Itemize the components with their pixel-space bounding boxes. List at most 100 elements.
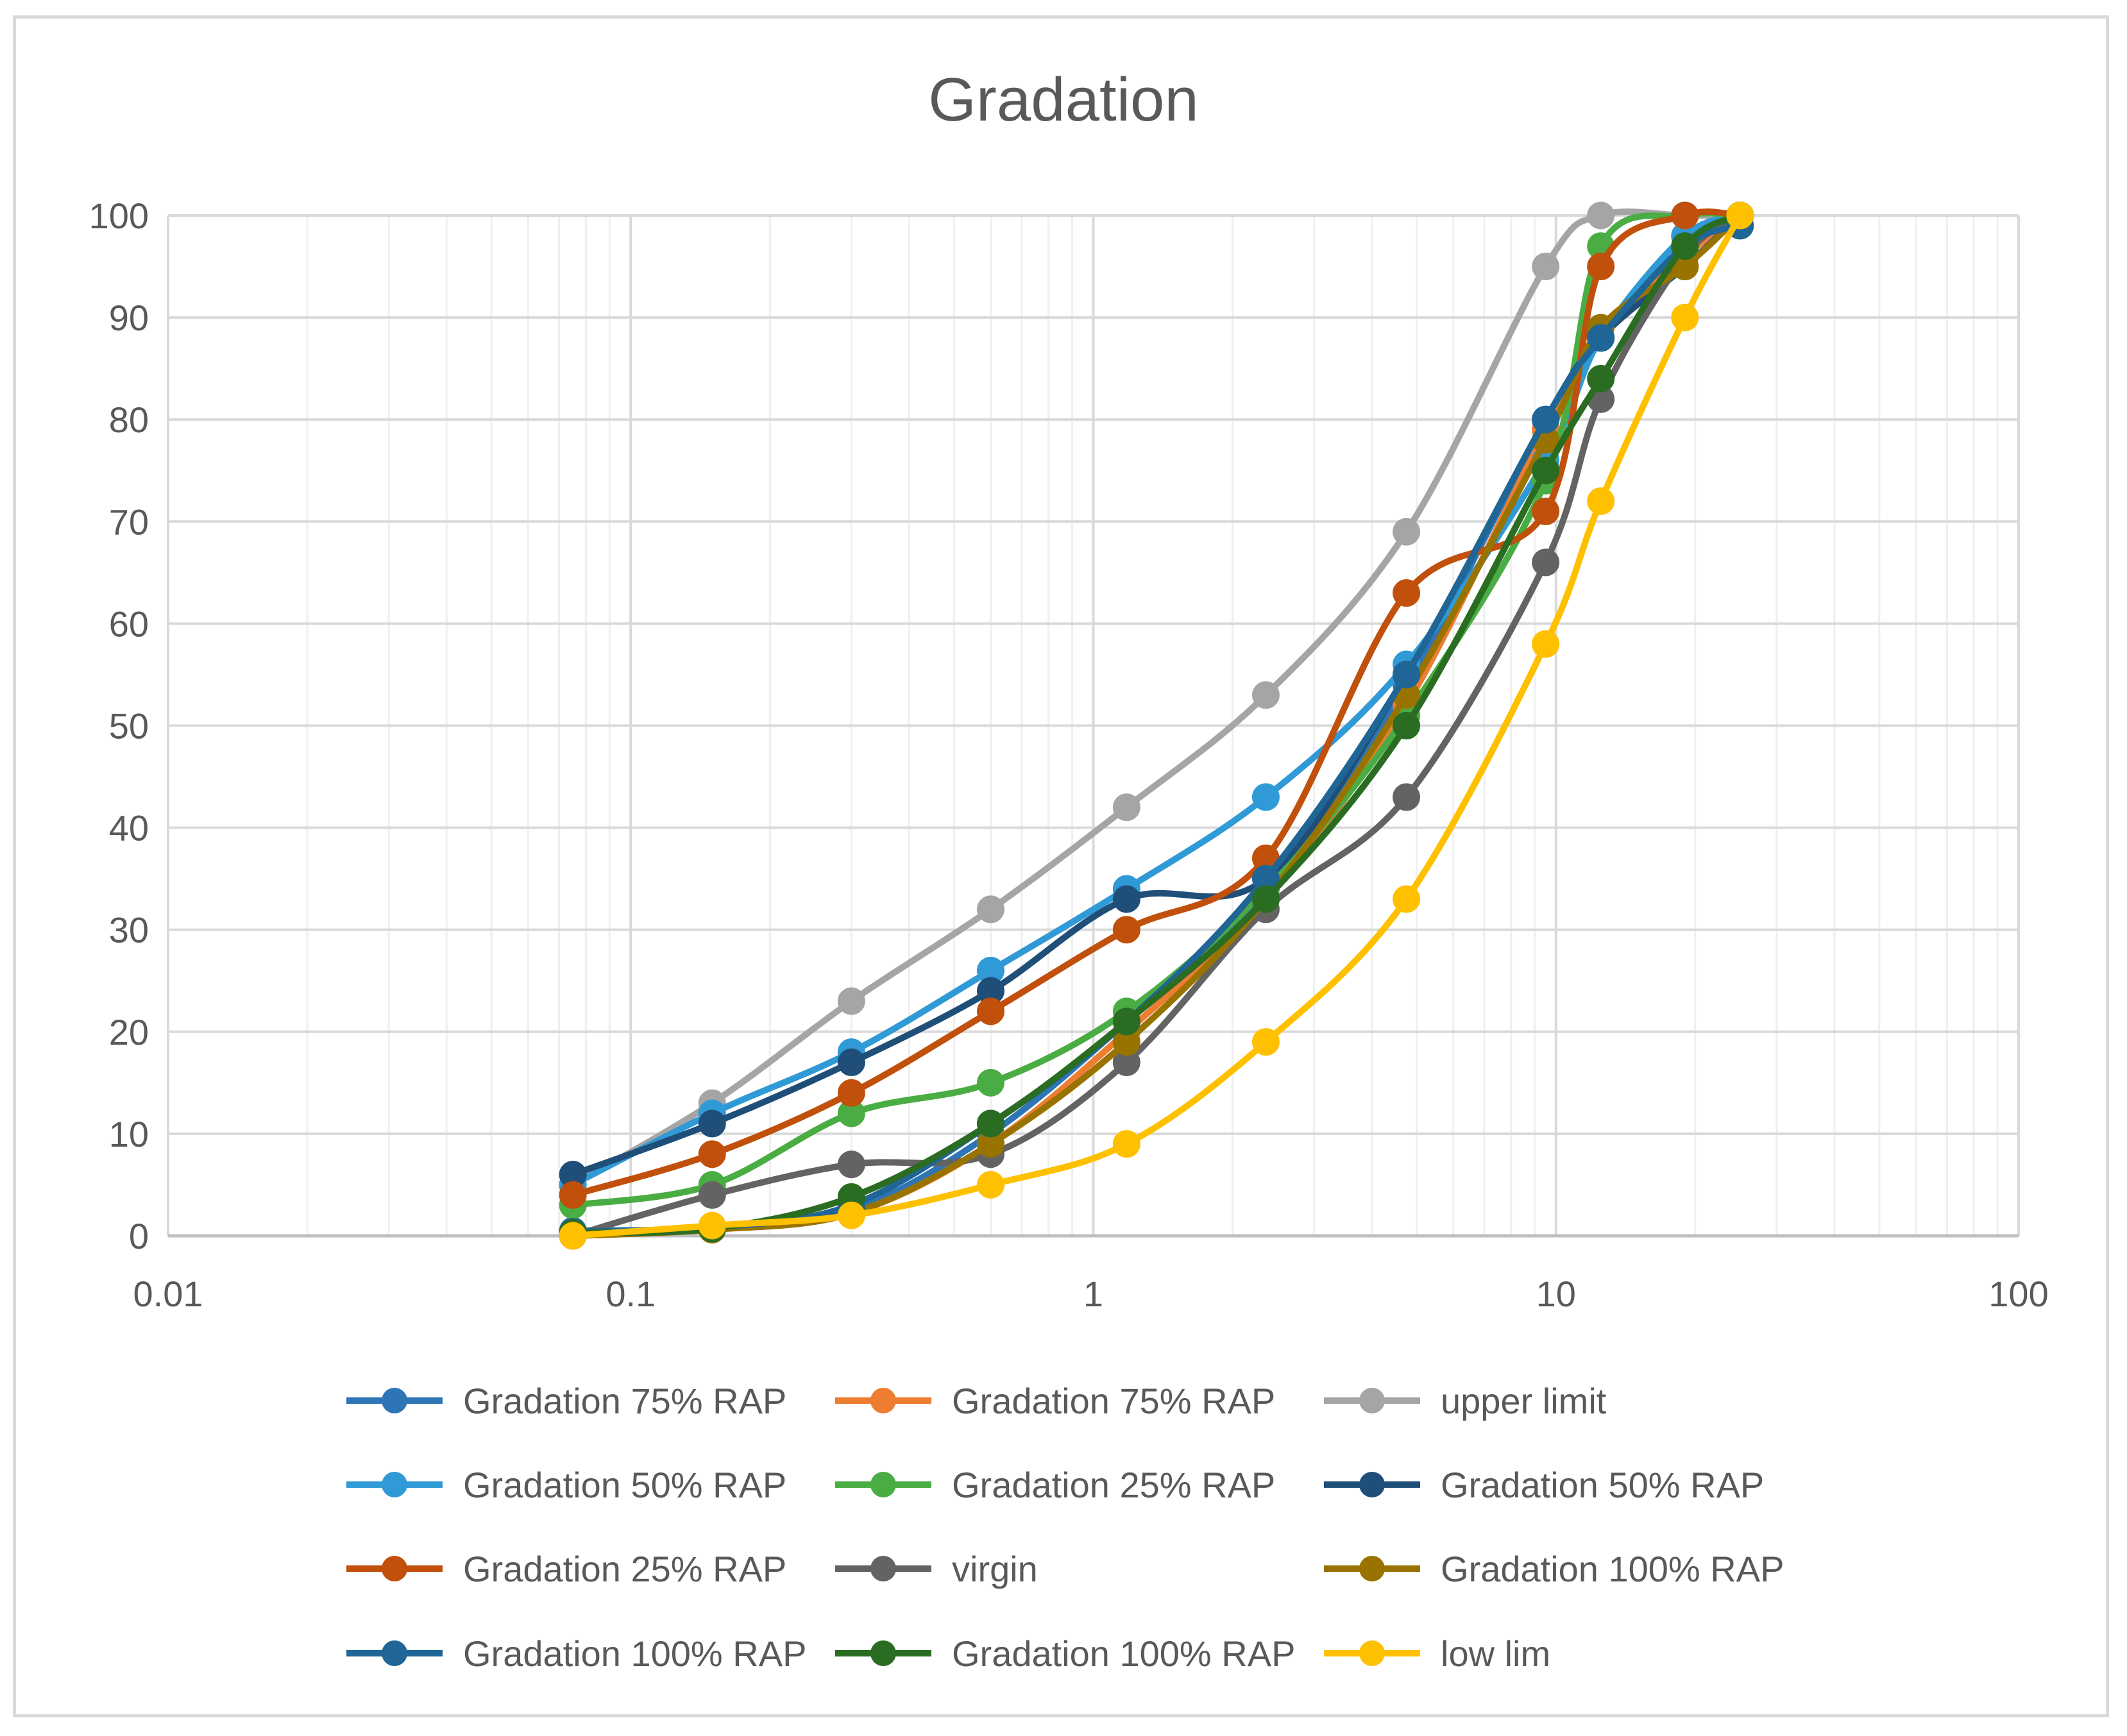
data-point [698, 1109, 726, 1138]
data-point [837, 1150, 865, 1179]
y-tick-label: 70 [109, 501, 149, 542]
data-point [1671, 303, 1699, 332]
series-line [570, 212, 1743, 1188]
data-point [837, 987, 865, 1015]
legend-item: Gradation 50% RAP [1324, 1465, 1764, 1505]
series-7 [559, 201, 1754, 1209]
data-point [1393, 712, 1421, 739]
data-point [559, 1222, 587, 1250]
data-point [559, 1181, 587, 1209]
data-point [976, 997, 1004, 1025]
y-tick-label: 40 [109, 808, 149, 848]
legend-swatch-marker [870, 1472, 896, 1497]
legend-swatch-marker [382, 1388, 407, 1413]
data-point [837, 1201, 865, 1229]
data-point [1112, 793, 1140, 822]
data-point [837, 1049, 865, 1077]
series-line [570, 208, 1743, 1188]
data-point [1726, 201, 1754, 230]
data-point [1112, 916, 1140, 944]
data-point [1251, 783, 1280, 811]
x-tick-label: 0.1 [606, 1274, 656, 1314]
chart-title: Gradation [928, 65, 1199, 134]
legend-item: Gradation 25% RAP [835, 1465, 1275, 1505]
x-tick-label: 1 [1083, 1274, 1103, 1314]
series-group [559, 201, 1754, 1250]
data-point [1587, 487, 1615, 515]
data-point [976, 1170, 1004, 1199]
legend-label: virgin [952, 1549, 1038, 1589]
data-point [1587, 201, 1615, 230]
legend-label: Gradation 100% RAP [952, 1633, 1295, 1674]
legend-swatch-marker [1359, 1640, 1385, 1666]
data-point [837, 1079, 865, 1107]
y-tick-label: 20 [109, 1012, 149, 1052]
x-tick-label: 10 [1536, 1274, 1576, 1314]
legend-swatch-marker [1359, 1472, 1385, 1497]
legend-swatch-marker [1359, 1388, 1385, 1413]
legend-label: Gradation 50% RAP [463, 1465, 786, 1505]
grid [167, 214, 2020, 1237]
x-tick-label: 100 [1988, 1274, 2048, 1314]
y-tick-label: 50 [109, 706, 149, 746]
y-tick-label: 0 [129, 1216, 149, 1256]
legend-swatch-marker [382, 1556, 407, 1581]
series-12 [559, 201, 1754, 1250]
legend: Gradation 75% RAP Gradation 75% RAP upper … [346, 1381, 1784, 1674]
legend-swatch-marker [870, 1640, 896, 1666]
data-point [976, 1109, 1004, 1138]
legend-item: upper limit [1324, 1381, 1607, 1421]
legend-item: Gradation 75% RAP [346, 1381, 786, 1421]
legend-item: virgin [835, 1549, 1038, 1589]
legend-item: Gradation 75% RAP [835, 1381, 1275, 1421]
legend-label: Gradation 100% RAP [463, 1633, 806, 1674]
y-tick-label: 80 [109, 400, 149, 440]
data-point [1112, 1007, 1140, 1036]
legend-label: upper limit [1441, 1381, 1607, 1421]
data-point [1393, 661, 1421, 689]
legend-swatch-marker [870, 1388, 896, 1413]
data-point [1112, 1130, 1140, 1158]
data-point [698, 1211, 726, 1240]
data-point [1251, 885, 1280, 913]
data-point [1112, 885, 1140, 913]
y-tick-label: 30 [109, 910, 149, 950]
data-point [1393, 518, 1421, 546]
legend-label: Gradation 25% RAP [952, 1465, 1275, 1505]
data-point [1532, 497, 1560, 525]
y-tick-label: 100 [89, 196, 149, 236]
legend-swatch-marker [382, 1640, 407, 1666]
data-point [1393, 885, 1421, 913]
y-tick-label: 60 [109, 603, 149, 644]
data-point [1393, 783, 1421, 811]
data-point [976, 1068, 1004, 1097]
data-point [1532, 548, 1560, 577]
data-point [1587, 253, 1615, 281]
data-point [1393, 579, 1421, 607]
series-5 [559, 201, 1754, 1219]
legend-label: Gradation 25% RAP [463, 1549, 786, 1589]
legend-item: Gradation 100% RAP [835, 1633, 1295, 1674]
axes: 0 10 20 30 40 50 60 70 80 90 100 0.01 0.1 1 10 100 [89, 196, 2049, 1314]
legend-label: Gradation 50% RAP [1441, 1465, 1764, 1505]
legend-label: Gradation 100% RAP [1441, 1549, 1784, 1589]
legend-item: Gradation 25% RAP [346, 1549, 786, 1589]
legend-label: Gradation 75% RAP [463, 1381, 786, 1421]
data-point [1671, 201, 1699, 230]
x-tick-label: 0.01 [133, 1274, 203, 1314]
data-point [1671, 232, 1699, 260]
series-line [570, 210, 1743, 1209]
legend-label: Gradation 75% RAP [952, 1381, 1275, 1421]
legend-item: Gradation 50% RAP [346, 1465, 786, 1505]
series-line [570, 212, 1743, 1239]
series-3 [559, 201, 1754, 1199]
y-tick-label: 10 [109, 1114, 149, 1154]
data-point [1532, 253, 1560, 281]
legend-label: low lim [1441, 1633, 1550, 1674]
legend-item: Gradation 100% RAP [346, 1633, 806, 1674]
data-point [1532, 457, 1560, 485]
data-point [1532, 405, 1560, 434]
data-point [1251, 681, 1280, 709]
series-10 [559, 212, 1754, 1246]
legend-swatch-marker [870, 1556, 896, 1581]
